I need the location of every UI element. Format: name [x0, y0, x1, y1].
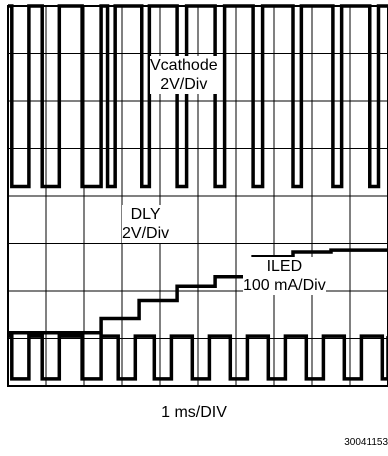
iled-trace: [8, 334, 388, 381]
vcathode-label: Vcathode 2V/Div: [150, 56, 218, 94]
dly-label-scale: 2V/Div: [122, 225, 170, 242]
vcathode-trace: [8, 4, 388, 189]
dly-label-name: DLY: [130, 206, 161, 223]
iled-label-name: ILED: [266, 258, 303, 275]
dly-label: DLY 2V/Div: [122, 205, 170, 243]
traces: [8, 4, 388, 381]
figure-id: 30041153: [344, 437, 388, 448]
iled-label: ILED 100 mA/Div: [243, 257, 326, 295]
vcathode-label-scale: 2V/Div: [160, 76, 208, 93]
dly-trace: [8, 248, 388, 335]
oscilloscope-plot: [7, 4, 388, 387]
x-axis-label: 1 ms/DIV: [161, 404, 227, 421]
vcathode-label-name: Vcathode: [150, 57, 218, 74]
iled-label-scale: 100 mA/Div: [243, 277, 326, 294]
